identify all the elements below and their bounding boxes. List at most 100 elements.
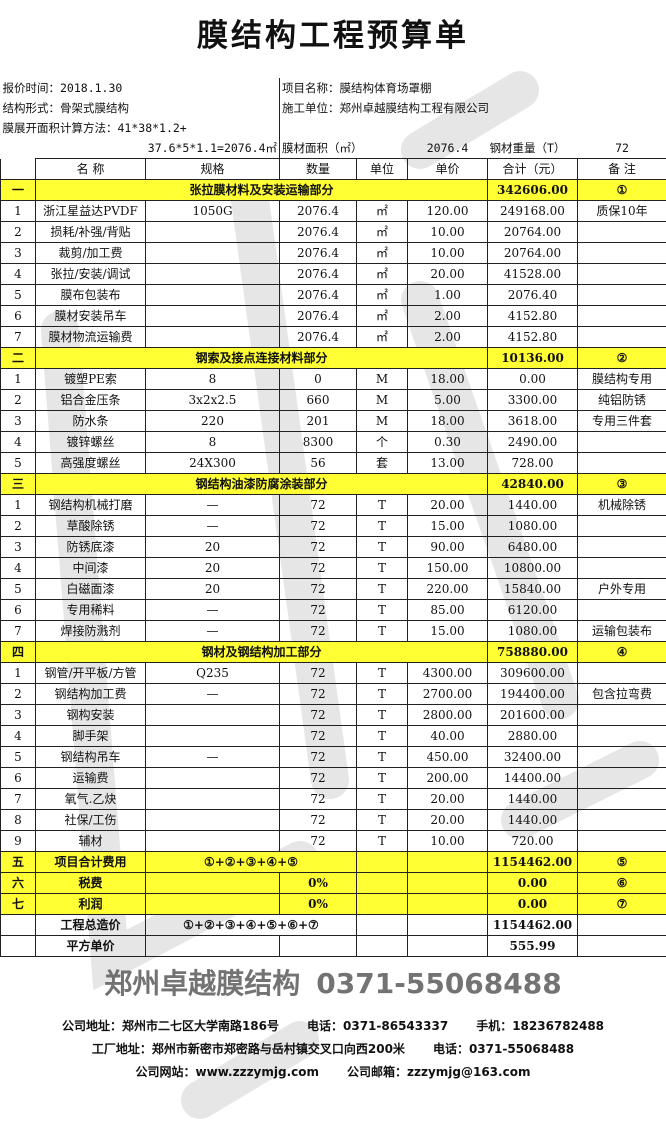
- total: 0.00: [487, 893, 578, 915]
- unit: T: [356, 788, 408, 810]
- item-name: 钢管/开平板/方管: [35, 662, 146, 684]
- total: 4152.80: [487, 305, 578, 327]
- budget-table: 报价时间：2018.1.30 项目名称：膜结构体育场罩棚 结构形式：骨架式膜结构…: [0, 78, 666, 957]
- total: 3300.00: [487, 389, 578, 411]
- section-total: 10136.00: [487, 347, 578, 369]
- text-watermark: 郑州卓越膜结构 0371-55068488: [0, 967, 666, 1001]
- total: 1440.00: [487, 809, 578, 831]
- company-website[interactable]: 公司网站：www.zzzymjg.com: [135, 1065, 319, 1079]
- total: 20764.00: [487, 221, 578, 243]
- col-header: 规格: [145, 158, 280, 180]
- unit-price: 20.00: [407, 494, 488, 516]
- unit-price: 40.00: [407, 725, 488, 747]
- quantity: [279, 935, 357, 957]
- col-header: 单价: [407, 158, 488, 180]
- unit: T: [356, 515, 408, 537]
- section-mark: ③: [576, 473, 666, 495]
- row-index: 七: [0, 893, 36, 915]
- unit: T: [356, 704, 408, 726]
- remark: [576, 809, 666, 831]
- quantity: 72: [279, 662, 357, 684]
- unit-price: 1.00: [407, 284, 488, 306]
- quote-time: 报价时间：2018.1.30: [2, 81, 123, 95]
- section-row: 四钢材及钢结构加工部分 758880.00 ④: [0, 641, 666, 663]
- item-name: 工程总造价: [35, 914, 146, 936]
- spec: 20: [145, 536, 280, 558]
- company-email[interactable]: 公司邮箱：zzzymjg@163.com: [347, 1065, 531, 1079]
- formula: ①+②+③+④+⑤: [145, 851, 357, 873]
- table-row: 5 高强度螺丝 24X300 56 套 13.00 728.00: [0, 452, 666, 474]
- row-index: [0, 914, 36, 936]
- unit-price: 20.00: [407, 809, 488, 831]
- quantity: 72: [279, 809, 357, 831]
- unit-price: [407, 893, 488, 915]
- row-index: 五: [0, 851, 36, 873]
- remark: [576, 515, 666, 537]
- spec: [145, 809, 280, 831]
- spec: [145, 830, 280, 852]
- item-name: 辅材: [35, 830, 146, 852]
- col-header: 合计（元）: [487, 158, 578, 180]
- remark: [576, 263, 666, 285]
- unit-price: 10.00: [407, 221, 488, 243]
- unit-price: 150.00: [407, 557, 488, 579]
- summary-row: 平方单价 555.99: [0, 935, 666, 957]
- table-row: 5 钢结构吊车 —72 T 450.00 32400.00: [0, 746, 666, 768]
- remark: [576, 788, 666, 810]
- spec: —: [145, 494, 280, 516]
- table-row: 1 浙江星益达PVDF 1050G 2076.4 ㎡ 120.00 249168.00 质保1…: [0, 200, 666, 222]
- table-row: 7 氧气.乙炔 72 T 20.00 1440.00: [0, 788, 666, 810]
- unit-price: 18.00: [407, 410, 488, 432]
- section-title: 钢索及接点连接材料部分: [35, 347, 488, 369]
- table-row: 2 铝合金压条 3x2x2.5 660 M 5.00 3300.00 纯铝防锈: [0, 389, 666, 411]
- item-name: 税费: [35, 872, 146, 894]
- total: 2076.40: [487, 284, 578, 306]
- unit-price: 15.00: [407, 515, 488, 537]
- remark: [576, 431, 666, 453]
- quantity: 72: [279, 704, 357, 726]
- unit-price: [407, 935, 488, 957]
- section-index: 一: [0, 179, 36, 201]
- quantity: 2076.4: [279, 263, 357, 285]
- table-row: 4 中间漆 20 72 T 150.00 10800.00: [0, 557, 666, 579]
- row-index: 2: [0, 389, 36, 411]
- remark: [576, 746, 666, 768]
- quantity: 660: [279, 389, 357, 411]
- spec: 3x2x2.5: [145, 389, 280, 411]
- row-index: 1: [0, 494, 36, 516]
- info-row: 37.6*5*1.1=2076.4㎡ 膜材面积（㎡） 2076.4 钢材重量（T…: [1, 138, 666, 159]
- spec: —: [145, 683, 280, 705]
- remark: [576, 767, 666, 789]
- item-name: 高强度螺丝: [35, 452, 146, 474]
- section-index: 四: [0, 641, 36, 663]
- total: 555.99: [487, 935, 578, 957]
- item-name: 膜材物流运输费: [35, 326, 146, 348]
- total: 1440.00: [487, 494, 578, 516]
- total: 6480.00: [487, 536, 578, 558]
- col-header: 备 注: [576, 158, 666, 180]
- unit-price: 20.00: [407, 788, 488, 810]
- unit: ㎡: [356, 221, 408, 243]
- remark: [576, 914, 666, 936]
- table-body: 一张拉膜材料及安装运输部分 342606.00 ① 1 浙江星益达PVDF 1050G 20…: [0, 179, 666, 957]
- spec: —: [145, 599, 280, 621]
- steel-weight-value: 72: [615, 141, 629, 155]
- total: 1080.00: [487, 515, 578, 537]
- spec: 8: [145, 431, 280, 453]
- section-row: 三钢结构油漆防腐涂装部分 42840.00 ③: [0, 473, 666, 495]
- remark: [576, 326, 666, 348]
- spec: [145, 935, 280, 957]
- unit: T: [356, 809, 408, 831]
- spec: 24X300: [145, 452, 280, 474]
- section-title: 张拉膜材料及安装运输部分: [35, 179, 488, 201]
- total: 15840.00: [487, 578, 578, 600]
- quantity: 2076.4: [279, 326, 357, 348]
- section-mark: ①: [576, 179, 666, 201]
- remark: ⑦: [576, 893, 666, 915]
- formula: ①+②+③+④+⑤+⑥+⑦: [145, 914, 357, 936]
- row-index: 1: [0, 200, 36, 222]
- item-name: 镀锌螺丝: [35, 431, 146, 453]
- unit-price: 4300.00: [407, 662, 488, 684]
- unit: 个: [356, 431, 408, 453]
- table-row: 3 防锈底漆 20 72 T 90.00 6480.00: [0, 536, 666, 558]
